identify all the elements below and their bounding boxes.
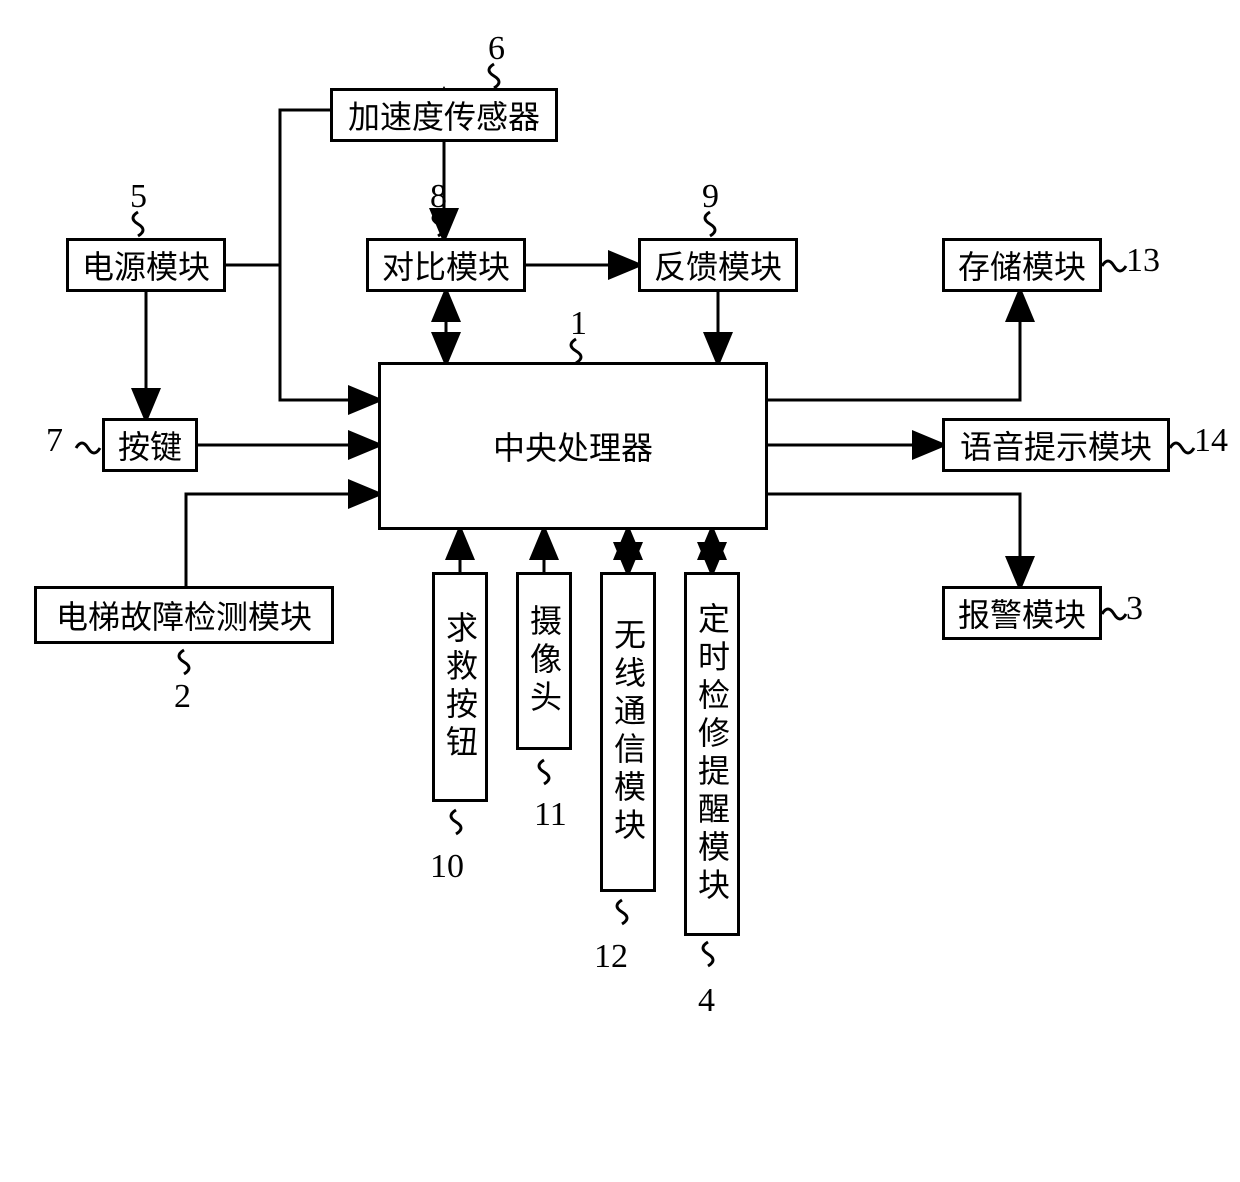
node-storage: 存储模块: [942, 238, 1102, 292]
ref-squiggle-9: [696, 210, 724, 243]
node-label-wireless: 无线通信模块: [605, 618, 651, 846]
node-feedback: 反馈模块: [638, 238, 798, 292]
ref-number-4: 4: [698, 982, 715, 1020]
node-voice: 语音提示模块: [942, 418, 1170, 472]
node-label-cpu: 中央处理器: [493, 423, 653, 469]
ref-number-2: 2: [174, 678, 191, 716]
node-power: 电源模块: [66, 238, 226, 292]
node-label-alarm: 报警模块: [958, 590, 1086, 636]
node-button: 按键: [102, 418, 198, 472]
node-wireless: 无线通信模块: [600, 572, 656, 892]
ref-squiggle-4: [694, 940, 722, 973]
ref-number-12: 12: [594, 938, 628, 976]
ref-squiggle-12: [608, 898, 636, 931]
ref-squiggle-10: [442, 808, 470, 841]
ref-squiggle-3: [1100, 600, 1128, 633]
ref-number-11: 11: [534, 796, 567, 834]
node-label-voice: 语音提示模块: [960, 422, 1152, 468]
ref-number-7: 7: [46, 422, 63, 460]
ref-squiggle-5: [124, 210, 152, 243]
ref-squiggle-7: [74, 434, 102, 467]
node-label-camera: 摄像头: [521, 604, 567, 718]
node-label-accel: 加速度传感器: [348, 92, 540, 138]
ref-squiggle-13: [1100, 252, 1128, 285]
node-compare: 对比模块: [366, 238, 526, 292]
node-label-button: 按键: [118, 422, 182, 468]
node-label-timer: 定时检修提醒模块: [689, 602, 735, 906]
node-alarm: 报警模块: [942, 586, 1102, 640]
node-accel: 加速度传感器: [330, 88, 558, 142]
node-camera: 摄像头: [516, 572, 572, 750]
ref-number-3: 3: [1126, 590, 1143, 628]
ref-number-13: 13: [1126, 242, 1160, 280]
ref-number-14: 14: [1194, 422, 1228, 460]
ref-number-10: 10: [430, 848, 464, 886]
ref-squiggle-8: [424, 210, 452, 243]
ref-squiggle-11: [530, 758, 558, 791]
node-cpu: 中央处理器: [378, 362, 768, 530]
ref-squiggle-1: [562, 337, 590, 370]
node-timer: 定时检修提醒模块: [684, 572, 740, 936]
node-label-storage: 存储模块: [958, 242, 1086, 288]
node-sos: 求救按钮: [432, 572, 488, 802]
ref-squiggle-6: [480, 62, 508, 95]
node-label-feedback: 反馈模块: [654, 242, 782, 288]
node-fault: 电梯故障检测模块: [34, 586, 334, 644]
node-label-compare: 对比模块: [382, 242, 510, 288]
ref-squiggle-2: [170, 648, 198, 681]
node-label-fault: 电梯故障检测模块: [56, 592, 312, 638]
node-label-sos: 求救按钮: [437, 611, 483, 763]
node-label-power: 电源模块: [82, 242, 210, 288]
ref-squiggle-14: [1168, 434, 1196, 467]
